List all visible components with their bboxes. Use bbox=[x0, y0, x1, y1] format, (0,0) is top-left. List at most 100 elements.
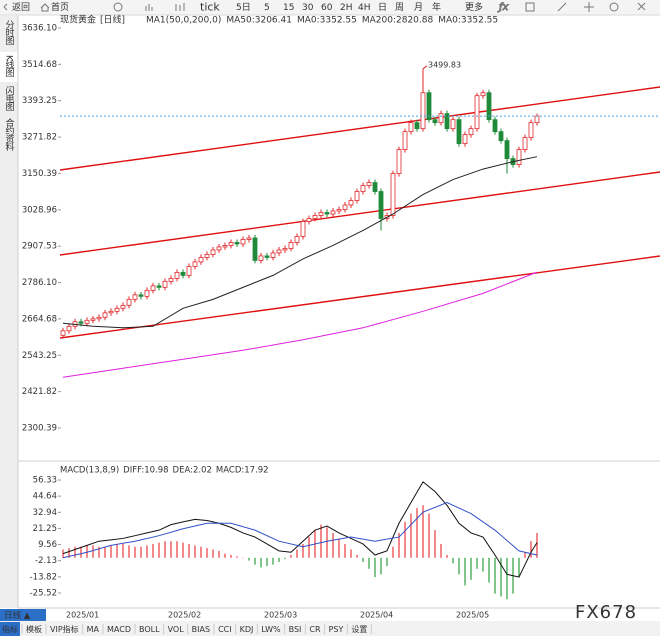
macd-bar bbox=[146, 545, 148, 558]
indicator-tab[interactable]: LW% bbox=[261, 625, 281, 634]
settings-icon[interactable] bbox=[609, 2, 619, 12]
candle-body bbox=[480, 92, 486, 97]
y-tick-label: 21.25 bbox=[33, 524, 57, 534]
candle-body bbox=[150, 285, 156, 291]
toolbar-item[interactable]: 首页 bbox=[51, 1, 69, 13]
toolbar-item[interactable]: 日 bbox=[378, 2, 387, 13]
macd-bar bbox=[398, 532, 400, 558]
indicator-tab[interactable]: CR bbox=[309, 625, 321, 634]
sidebar-tab[interactable]: 分时图 bbox=[4, 20, 15, 46]
toolbar-item[interactable]: 更多 bbox=[465, 1, 483, 13]
chart-icon bbox=[145, 4, 153, 11]
y-tick-label: 44.64 bbox=[33, 492, 57, 502]
macd-bar bbox=[302, 543, 304, 558]
macd-bar bbox=[500, 557, 502, 597]
macd-bar bbox=[416, 508, 418, 558]
toolbar-item[interactable]: 年 bbox=[432, 1, 441, 13]
candle-body bbox=[228, 242, 234, 246]
toolbar-item[interactable]: 15 bbox=[283, 3, 294, 13]
legend-item: MACD:17.92 bbox=[216, 466, 269, 476]
y-tick-label: 3028.96 bbox=[22, 205, 57, 215]
candle-body bbox=[456, 119, 462, 145]
indicator-tab[interactable]: 模板 bbox=[26, 624, 42, 634]
macd-bar bbox=[464, 557, 466, 586]
legend-item: MA200:2820.88 bbox=[362, 16, 434, 26]
x-tick-label: 2025/02 bbox=[168, 611, 201, 620]
toolbar-item[interactable]: 60 bbox=[321, 3, 333, 13]
period-selector[interactable]: 日线 ▲ bbox=[4, 610, 31, 621]
add-icon[interactable] bbox=[584, 2, 594, 12]
fx-icon[interactable]: ƒx bbox=[497, 2, 510, 14]
toolbar-item[interactable]: tick bbox=[200, 1, 220, 14]
candle-body bbox=[354, 191, 360, 201]
y-tick-label: 3393.25 bbox=[22, 96, 57, 106]
draw-icon[interactable] bbox=[557, 2, 567, 12]
candle-body bbox=[402, 131, 408, 151]
candle-body bbox=[108, 310, 114, 314]
back-icon bbox=[3, 3, 8, 11]
toolbar-item[interactable]: 5日 bbox=[236, 2, 251, 13]
y-tick-label: 2421.82 bbox=[22, 387, 57, 397]
tool-icon[interactable] bbox=[525, 2, 535, 12]
candle-body bbox=[360, 185, 366, 192]
candle-body bbox=[102, 312, 108, 318]
indicator-tab[interactable]: MACD bbox=[107, 625, 131, 634]
candle-body bbox=[282, 248, 288, 251]
macd-bar bbox=[272, 557, 274, 565]
indicator-tab[interactable]: VIP指标 bbox=[50, 624, 79, 634]
legend-item: DEA:2.02 bbox=[173, 466, 212, 476]
macd-bar bbox=[98, 546, 100, 558]
candle-body bbox=[432, 119, 438, 124]
toolbar-item[interactable]: 30 bbox=[302, 3, 314, 13]
candle-body bbox=[438, 113, 444, 124]
toolbar-item[interactable]: 月 bbox=[414, 2, 423, 13]
macd-bar bbox=[260, 557, 262, 568]
macd-bar bbox=[200, 546, 202, 558]
indicator-tab[interactable]: BOLL bbox=[139, 625, 160, 634]
candle-body bbox=[192, 261, 198, 267]
macd-bar bbox=[404, 521, 406, 558]
macd-bar bbox=[128, 545, 130, 558]
indicator-tab[interactable]: BIAS bbox=[192, 625, 210, 634]
indicator-tab[interactable]: PSY bbox=[329, 625, 344, 634]
toolbar-item[interactable]: 周 bbox=[395, 2, 404, 13]
toolbar-item[interactable]: 5 bbox=[264, 3, 270, 13]
macd-bar bbox=[266, 557, 268, 567]
indicator-tab[interactable]: BSI bbox=[289, 625, 302, 634]
macd-bar bbox=[224, 553, 226, 558]
close-icon[interactable] bbox=[637, 2, 646, 11]
chart-title: [日线] bbox=[100, 14, 125, 26]
indicator-tab[interactable]: CCI bbox=[218, 625, 232, 634]
macd-bar bbox=[356, 555, 358, 558]
toolbar-item[interactable]: 2H bbox=[340, 3, 353, 13]
candle-body bbox=[138, 294, 144, 297]
macd-bar bbox=[428, 513, 430, 558]
period-bg bbox=[0, 609, 46, 621]
macd-bar bbox=[518, 557, 520, 578]
max-marker bbox=[422, 65, 428, 70]
indicator-tab[interactable]: VOL bbox=[168, 625, 185, 634]
sidebar-tab[interactable]: K线图 bbox=[4, 55, 15, 78]
indicator-tab[interactable]: 设置 bbox=[351, 624, 367, 634]
sidebar-tab[interactable]: 合约资料 bbox=[4, 117, 15, 152]
macd-bar bbox=[164, 541, 166, 558]
toolbar-item[interactable]: 返回 bbox=[12, 1, 30, 13]
candle-body bbox=[372, 182, 378, 192]
macd-bar bbox=[278, 557, 280, 562]
indicator-tab[interactable]: MA bbox=[87, 625, 100, 634]
home-icon bbox=[40, 3, 50, 12]
y-tick-label: 2907.53 bbox=[22, 242, 57, 252]
macd-bar bbox=[68, 548, 70, 558]
macd-bar bbox=[230, 555, 232, 558]
candle-body bbox=[180, 271, 186, 276]
indicator-tab[interactable]: KDJ bbox=[240, 625, 254, 634]
x-tick-label: 2025/03 bbox=[264, 611, 297, 620]
indicator-tab[interactable]: 指标 bbox=[2, 624, 18, 634]
legend-item: MA1(50,0,200,0) bbox=[146, 16, 221, 26]
macd-bar bbox=[410, 513, 412, 558]
macd-bar bbox=[80, 546, 82, 558]
macd-bar bbox=[434, 530, 436, 558]
toolbar-item[interactable]: 4H bbox=[358, 3, 371, 13]
sidebar-tab[interactable]: 闪电图 bbox=[4, 86, 15, 112]
